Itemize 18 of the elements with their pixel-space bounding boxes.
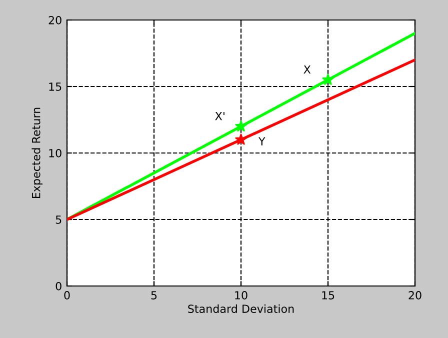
x-tick-label: 20 bbox=[408, 291, 422, 300]
y-tick-label: 10 bbox=[49, 148, 62, 158]
x-tick-label: 10 bbox=[235, 291, 248, 300]
annotation: X' bbox=[215, 112, 224, 120]
y-tick-label: 5 bbox=[56, 216, 62, 224]
annotation: X bbox=[304, 65, 311, 74]
x-tick-label: 0 bbox=[64, 291, 70, 300]
x-tick-label: 5 bbox=[151, 291, 157, 300]
annotation: Y bbox=[258, 137, 266, 146]
point bbox=[235, 120, 247, 132]
y-tick-label: 20 bbox=[48, 16, 62, 24]
y-tick-label: 0 bbox=[56, 282, 62, 290]
y-tick-label: 15 bbox=[49, 82, 62, 91]
x-tick-label: 15 bbox=[322, 291, 334, 300]
point bbox=[322, 74, 334, 85]
point bbox=[235, 134, 247, 145]
x-axis-title: Standard Deviation bbox=[188, 304, 294, 313]
y-axis-title: Expected Return bbox=[32, 108, 42, 198]
